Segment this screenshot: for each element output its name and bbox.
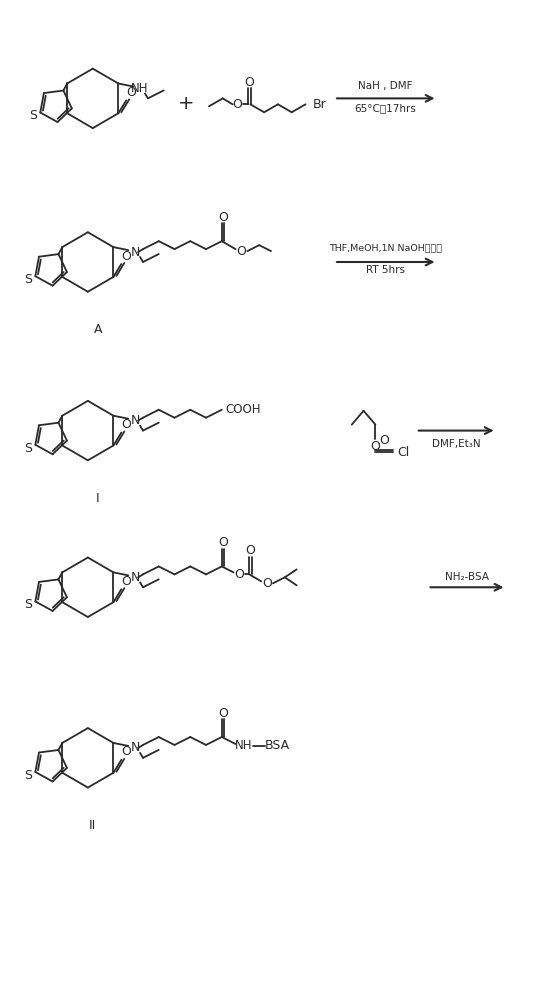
Text: O: O <box>122 250 131 263</box>
Text: O: O <box>244 76 255 89</box>
Text: O: O <box>234 568 244 581</box>
Text: N: N <box>130 741 140 754</box>
Text: O: O <box>126 86 136 99</box>
Text: S: S <box>24 442 32 455</box>
Text: O: O <box>122 418 131 431</box>
Text: RT 5hrs: RT 5hrs <box>366 265 405 275</box>
Text: A: A <box>93 323 102 336</box>
Text: N: N <box>130 414 140 427</box>
Text: NH: NH <box>235 739 252 752</box>
Text: COOH: COOH <box>226 403 261 416</box>
Text: O: O <box>218 536 228 549</box>
Text: NaH , DMF: NaH , DMF <box>358 81 413 91</box>
Text: S: S <box>24 598 32 611</box>
Text: O: O <box>262 577 272 590</box>
Text: N: N <box>130 246 140 259</box>
Text: O: O <box>237 245 246 258</box>
Text: 65°C，17hrs: 65°C，17hrs <box>354 103 416 113</box>
Text: THF,MeOH,1N NaOH水溶液: THF,MeOH,1N NaOH水溶液 <box>329 244 442 253</box>
Text: O: O <box>122 575 131 588</box>
Text: Br: Br <box>312 98 326 111</box>
Text: I: I <box>96 492 100 505</box>
Text: S: S <box>24 273 32 286</box>
Text: O: O <box>379 434 389 447</box>
Text: +: + <box>178 94 195 113</box>
Text: Cl: Cl <box>397 446 409 459</box>
Text: S: S <box>29 109 37 122</box>
Text: N: N <box>130 571 140 584</box>
Text: NH₂-BSA: NH₂-BSA <box>445 572 489 582</box>
Text: O: O <box>233 98 243 111</box>
Text: NH: NH <box>131 82 149 95</box>
Text: BSA: BSA <box>264 739 289 752</box>
Text: O: O <box>218 707 228 720</box>
Text: O: O <box>245 544 255 557</box>
Text: O: O <box>218 211 228 224</box>
Text: O: O <box>122 745 131 758</box>
Text: S: S <box>24 769 32 782</box>
Text: O: O <box>371 440 380 453</box>
Text: DMF,Et₃N: DMF,Et₃N <box>432 439 481 449</box>
Text: II: II <box>89 819 96 832</box>
